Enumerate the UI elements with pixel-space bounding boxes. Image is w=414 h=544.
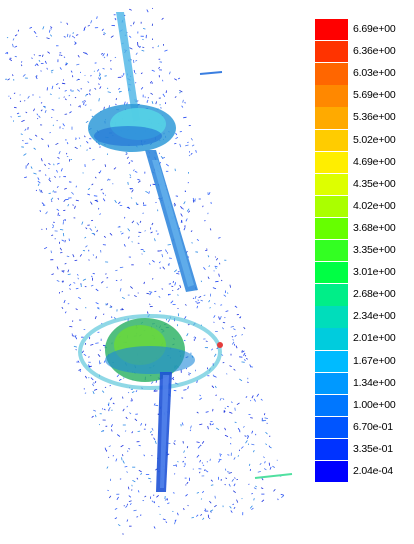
colorbar-label: 6.69e+00 xyxy=(353,23,396,35)
colorbar-label: 1.67e+00 xyxy=(353,354,396,367)
colorbar-label: 2.68e+00 xyxy=(353,288,396,301)
upper-shaft xyxy=(116,12,198,292)
outlet-vectors xyxy=(199,71,293,479)
colorbar-label: 6.36e+00 xyxy=(353,45,396,58)
colorbar-label: 6.03e+00 xyxy=(353,67,396,80)
colorbar-swatch xyxy=(315,262,348,284)
colorbar-swatch xyxy=(315,107,348,129)
upper-impeller xyxy=(88,104,176,152)
colorbar-label: 2.04e-04 xyxy=(353,465,393,477)
colorbar-swatch xyxy=(315,151,348,173)
colorbar-label: 1.34e+00 xyxy=(353,376,396,389)
colorbar-swatch xyxy=(315,372,348,394)
colorbar-swatch xyxy=(315,240,348,262)
colorbar-label: 3.68e+00 xyxy=(353,221,396,234)
colorbar-swatch xyxy=(315,284,348,306)
colorbar-label: 3.35e+00 xyxy=(353,244,396,256)
colorbar-label: 3.35e-01 xyxy=(353,442,393,455)
colorbar-label: 2.34e+00 xyxy=(353,310,396,323)
colorbar-swatch xyxy=(315,85,348,107)
colorbar-label: 3.01e+00 xyxy=(353,266,396,279)
colorbar-swatch xyxy=(315,129,348,151)
colorbar-label: 5.69e+00 xyxy=(353,89,396,102)
colorbar-swatch xyxy=(315,438,348,461)
colorbar-swatch xyxy=(315,306,348,328)
colorbar-swatch xyxy=(315,217,348,240)
colorbar-swatch xyxy=(315,416,348,439)
colorbar-swatch xyxy=(315,173,348,196)
colorbar-label: 4.69e+00 xyxy=(353,155,396,168)
colorbar-label: 1.00e+00 xyxy=(353,398,396,411)
velocity-vector-plot xyxy=(5,7,293,535)
colorbar-swatch xyxy=(315,461,348,483)
colorbar-swatch xyxy=(315,350,348,372)
colorbar-legend: 6.69e+00 6.36e+00 6.03e+00 5.69e+00 5.36e+00… xyxy=(313,19,414,499)
vector-field xyxy=(5,7,285,535)
colorbar-swatch xyxy=(315,19,348,41)
colorbar-label: 5.36e+00 xyxy=(353,111,396,124)
colorbar-swatch xyxy=(315,328,348,350)
colorbar-label: 6.70e-01 xyxy=(353,420,393,433)
colorbar-label: 2.01e+00 xyxy=(353,332,396,345)
colorbar-swatch xyxy=(315,41,348,63)
colorbar-swatch xyxy=(315,63,348,85)
colorbar-label: 4.02e+00 xyxy=(353,199,396,212)
colorbar-label: 4.35e+00 xyxy=(353,177,396,190)
colorbar-swatch xyxy=(315,394,348,417)
lower-impeller xyxy=(78,314,223,390)
colorbar-swatch xyxy=(315,195,348,218)
lower-shaft xyxy=(156,372,172,492)
colorbar-label: 5.02e+00 xyxy=(353,133,396,146)
